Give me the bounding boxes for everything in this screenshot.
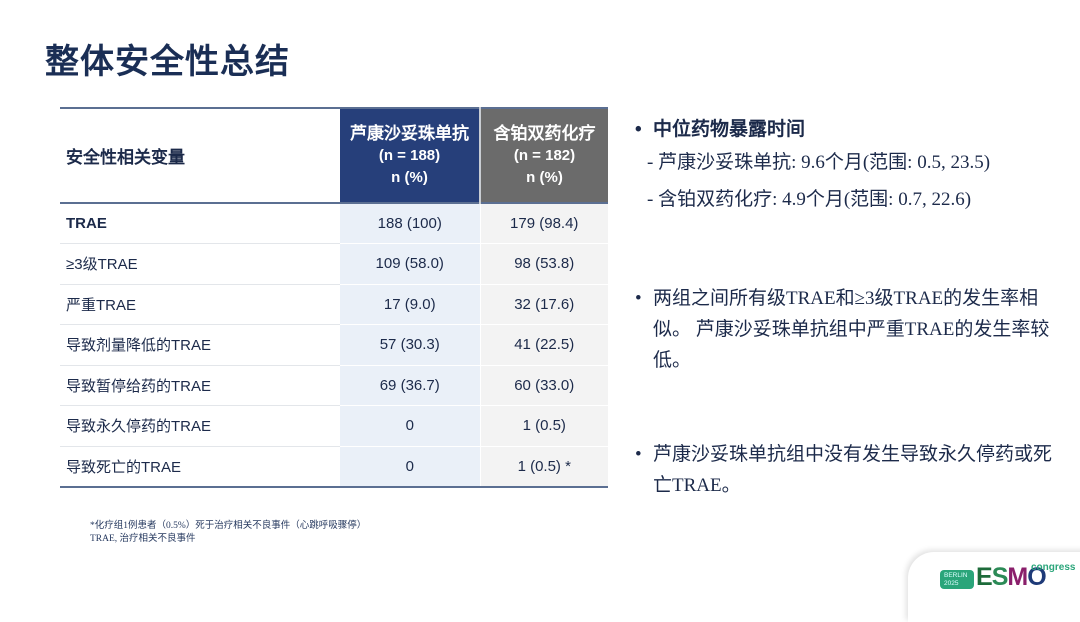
row-label: 导致永久停药的TRAE: [60, 405, 340, 447]
bullet-no-discontinuation: 芦康沙妥珠单抗组中没有发生导致永久停药或死亡TRAE。: [635, 439, 1055, 501]
table-row: 导致永久停药的TRAE 0 1 (0.5): [60, 405, 608, 447]
arm2-value: 60 (33.0): [479, 365, 608, 406]
table-row: 导致死亡的TRAE 0 1 (0.5) *: [60, 446, 608, 488]
arm1-value: 69 (36.7): [340, 365, 480, 406]
arm2-value: 41 (22.5): [479, 324, 608, 366]
header-arm2: 含铂双药化疗 (n = 182) n (%): [480, 108, 608, 203]
arm2-value: 179 (98.4): [479, 203, 608, 244]
arm2-value: 32 (17.6): [479, 284, 608, 325]
row-label: 导致暂停给药的TRAE: [60, 365, 340, 406]
footnote: *化疗组1例患者（0.5%）死于治疗相关不良事件（心跳呼吸骤停）: [90, 521, 367, 531]
arm2-value: 1 (0.5): [479, 405, 608, 447]
footnotes: *化疗组1例患者（0.5%）死于治疗相关不良事件（心跳呼吸骤停） TRAE, 治…: [90, 520, 366, 546]
arm2-value: 98 (53.8): [479, 243, 608, 285]
arm1-value: 188 (100): [340, 203, 480, 244]
slide-title: 整体安全性总结: [45, 43, 290, 81]
logo-badge: BERLIN 2025: [940, 570, 974, 589]
bullet-exposure: 中位药物暴露时间: [635, 115, 1055, 144]
arm1-value: 0: [340, 446, 480, 488]
header-arm1: 芦康沙妥珠单抗 (n = 188) n (%): [340, 108, 481, 203]
arm1-value: 57 (30.3): [340, 324, 480, 366]
arm2-value: 1 (0.5) *: [479, 446, 608, 488]
key-points: 中位药物暴露时间 - 芦康沙妥珠单抗: 9.6个月(范围: 0.5, 23.5)…: [635, 115, 1055, 501]
arm1-value: 0: [340, 405, 480, 447]
table-row: 严重TRAE 17 (9.0) 32 (17.6): [60, 284, 608, 325]
safety-table: 安全性相关变量 芦康沙妥珠单抗 (n = 188) n (%) 含铂双药化疗 (n =…: [60, 107, 608, 488]
logo-brand: ESMO: [976, 563, 1047, 591]
arm1-value: 17 (9.0): [340, 284, 480, 325]
header-variable: 安全性相关变量: [66, 148, 185, 167]
footnote: TRAE, 治疗相关不良事件: [90, 534, 196, 544]
table-row: 导致剂量降低的TRAE 57 (30.3) 41 (22.5): [60, 324, 608, 366]
row-label: 导致死亡的TRAE: [60, 446, 340, 488]
row-label: 严重TRAE: [60, 284, 340, 325]
row-label: 导致剂量降低的TRAE: [60, 324, 340, 366]
table-row: ≥3级TRAE 109 (58.0) 98 (53.8): [60, 243, 608, 285]
table-row: TRAE 188 (100) 179 (98.4): [60, 203, 608, 244]
row-label: TRAE: [60, 203, 340, 244]
logo-suffix: congress: [1031, 562, 1076, 573]
table-row: 导致暂停给药的TRAE 69 (36.7) 60 (33.0): [60, 365, 608, 406]
esmo-logo: BERLIN 2025 ESMO congress: [908, 552, 1080, 622]
bullet-trae-rates: 两组之间所有级TRAE和≥3级TRAE的发生率相似。 芦康沙妥珠单抗组中严重TR…: [635, 283, 1055, 376]
arm1-value: 109 (58.0): [340, 243, 480, 285]
row-label: ≥3级TRAE: [60, 243, 340, 285]
sub-bullet: - 芦康沙妥珠单抗: 9.6个月(范围: 0.5, 23.5): [647, 152, 991, 173]
sub-bullet: - 含铂双药化疗: 4.9个月(范围: 0.7, 22.6): [647, 189, 972, 210]
